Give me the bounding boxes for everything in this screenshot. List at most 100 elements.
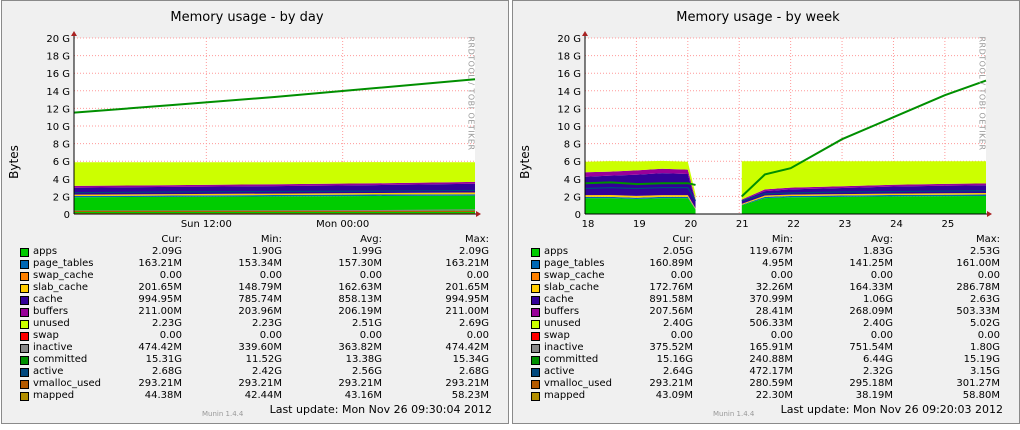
legend-name: committed: [544, 354, 599, 365]
legend-header-cur: Cur:: [672, 234, 693, 245]
line-active: [73, 189, 476, 194]
y-tick-label: 6 G: [564, 157, 581, 168]
legend-row-mapped: mapped 43.09M 22.30M 38.19M 58.80M: [513, 390, 1020, 402]
legend-header: Cur: Min: Avg: Max:: [513, 234, 1020, 246]
legend-avg: 162.63M: [338, 282, 382, 293]
area-unused: [741, 161, 986, 200]
legend-header-min: Min:: [771, 234, 793, 245]
legend-name: vmalloc_used: [544, 378, 613, 389]
legend-cur: 2.05G: [662, 246, 693, 257]
last-update: Last update: Mon Nov 26 09:30:04 2012: [269, 403, 492, 416]
legend-swatch: [531, 308, 540, 317]
legend-name: buffers: [33, 306, 69, 317]
legend-name: swap_cache: [544, 270, 605, 281]
legend-swatch: [20, 260, 29, 269]
y-tick-label: 0: [575, 210, 581, 221]
legend-min: 293.21M: [238, 378, 282, 389]
legend-avg: 0.00: [359, 330, 382, 341]
legend-avg: 164.33M: [849, 282, 893, 293]
legend-name: inactive: [544, 342, 584, 353]
legend-cur: 375.52M: [649, 342, 693, 353]
legend-min: 0.00: [770, 330, 793, 341]
y-axis-arrow: [582, 31, 588, 36]
legend-name: apps: [33, 246, 58, 257]
x-tick-label: 18: [582, 219, 595, 230]
legend-name: slab_cache: [33, 282, 89, 293]
legend-name: active: [544, 366, 575, 377]
legend-min: 472.17M: [749, 366, 793, 377]
legend-max: 15.34G: [452, 354, 489, 365]
legend-max: 301.27M: [956, 378, 1000, 389]
last-update: Last update: Mon Nov 26 09:20:03 2012: [780, 403, 1003, 416]
legend-min: 370.99M: [749, 294, 793, 305]
legend-name: apps: [544, 246, 569, 257]
rrdtool-credit: RRDTOOL / TOBI OETIKER: [977, 36, 987, 151]
y-tick-label: 18 G: [557, 52, 581, 63]
legend-max: 994.95M: [445, 294, 489, 305]
legend-min: 2.42G: [251, 366, 282, 377]
legend-swatch: [531, 320, 540, 329]
legend-max: 5.02G: [969, 318, 1000, 329]
line-active: [584, 186, 697, 202]
legend-avg: 751.54M: [849, 342, 893, 353]
legend-swatch: [20, 380, 29, 389]
legend-swatch: [531, 248, 540, 257]
legend-cur: 293.21M: [138, 378, 182, 389]
legend-min: 203.96M: [238, 306, 282, 317]
legend-max: 1.80G: [969, 342, 1000, 353]
legend-cur: 44.38M: [144, 390, 182, 401]
legend-max: 286.78M: [956, 282, 1000, 293]
legend-min: 28.41M: [755, 306, 793, 317]
legend-header: Cur: Min: Avg: Max:: [2, 234, 510, 246]
legend-avg: 1.99G: [351, 246, 382, 257]
memory-graph-week: 0 2 G 4 G 6 G 8 G 10 G 12 G 14 G 16 G 18 G 20 G 18 1…: [512, 0, 1020, 424]
legend-name: slab_cache: [544, 282, 600, 293]
legend-row-swap-cache: swap_cache 0.00 0.00 0.00 0.00: [513, 270, 1020, 282]
y-axis-arrow: [71, 31, 77, 36]
graph-week-svg: 0 2 G 4 G 6 G 8 G 10 G 12 G 14 G 16 G 18 G 20 G 18 1…: [557, 31, 992, 230]
legend-cur: 15.16G: [656, 354, 693, 365]
x-tick-label: 20: [684, 219, 697, 230]
legend-row-apps: apps 2.05G 119.67M 1.83G 2.53G: [513, 246, 1020, 258]
legend-max: 163.21M: [445, 258, 489, 269]
legend-swatch: [531, 260, 540, 269]
area-apps: [585, 198, 696, 214]
area-unused: [74, 162, 475, 186]
x-axis-arrow: [476, 211, 481, 217]
legend-row-cache: cache 994.95M 785.74M 858.13M 994.95M: [2, 294, 510, 306]
legend-min: 1.90G: [251, 246, 282, 257]
legend-table: Cur: Min: Avg: Max: apps 2.09G 1.90G 1.99G 2…: [2, 234, 510, 402]
legend-min: 165.91M: [749, 342, 793, 353]
legend-min: 4.95M: [762, 258, 793, 269]
line-committed: [741, 79, 987, 198]
line-committed: [73, 78, 476, 114]
legend-row-unused: unused 2.40G 506.33M 2.40G 5.02G: [513, 318, 1020, 330]
legend-cur: 201.65M: [138, 282, 182, 293]
legend-avg: 295.18M: [849, 378, 893, 389]
legend-name: cache: [544, 294, 574, 305]
x-tick-label: 22: [787, 219, 800, 230]
area-slab-cache: [585, 194, 696, 210]
legend-row-swap-cache: swap_cache 0.00 0.00 0.00 0.00: [2, 270, 510, 282]
legend-max: 2.09G: [458, 246, 489, 257]
legend-cur: 172.76M: [649, 282, 693, 293]
legend-avg: 858.13M: [338, 294, 382, 305]
legend-max: 0.00: [977, 330, 1000, 341]
legend-cur: 15.31G: [145, 354, 182, 365]
legend-name: swap: [544, 330, 570, 341]
x-tick-label: 23: [839, 219, 852, 230]
legend-avg: 2.51G: [351, 318, 382, 329]
legend-swatch: [531, 344, 540, 353]
legend-name: swap: [33, 330, 59, 341]
legend-cur: 474.42M: [138, 342, 182, 353]
legend-swatch: [20, 248, 29, 257]
legend-max: 0.00: [466, 270, 489, 281]
area-buffers: [585, 168, 696, 202]
chart-title: Memory usage - by day: [170, 10, 324, 25]
legend-cur: 0.00: [159, 330, 182, 341]
legend-min: 280.59M: [749, 378, 793, 389]
y-tick-label: 4 G: [53, 175, 70, 186]
area-cache: [741, 185, 986, 204]
legend-avg: 141.25M: [849, 258, 893, 269]
legend-row-cache: cache 891.58M 370.99M 1.06G 2.63G: [513, 294, 1020, 306]
